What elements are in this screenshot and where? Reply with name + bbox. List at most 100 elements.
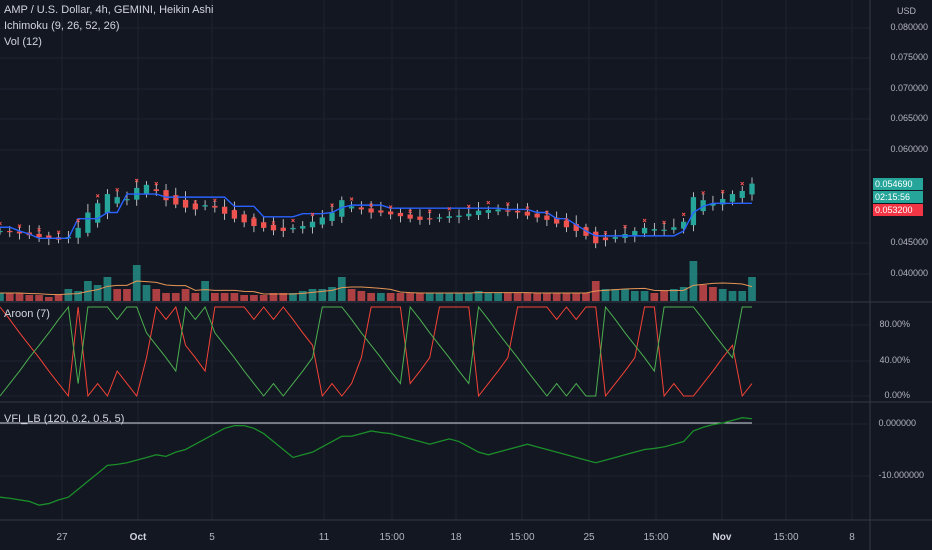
candle-body [339,200,345,217]
volume-bar [54,295,63,301]
volume-bar [230,293,239,301]
candle-body [514,210,521,213]
cross-marker [193,200,198,204]
volume-bar [543,293,551,301]
volume-bar [445,293,454,301]
candle-body [95,203,101,223]
candle-body [36,233,42,238]
volume-bar [562,293,571,301]
volume-bar [630,291,639,301]
candle-body [485,210,491,213]
volume-bar [416,293,424,301]
candle-body [329,212,335,221]
volume-bar [181,289,190,301]
cross-marker [291,218,295,223]
candle-body [573,223,579,231]
time-tick: 11 [318,532,330,543]
candle-body [427,218,433,220]
candle-body [446,216,452,218]
candle-body [143,184,150,194]
cross-marker [525,206,530,211]
volume-bar [650,293,659,301]
cross-marker [564,218,569,222]
candle-body [602,237,609,241]
volume-bar [103,277,112,301]
candle-body [270,225,277,231]
candle-body [544,215,550,220]
cross-marker [466,204,471,209]
volume-bar [123,289,131,301]
candle-body [612,237,618,239]
main-legend[interactable]: AMP / U.S. Dollar, 4h, GEMINI, Heikin As… [4,4,214,16]
cross-marker [681,212,686,217]
last-price-badge: 0.054690 [873,178,923,190]
volume-bar [357,291,366,301]
volume-bar [425,293,434,301]
currency-label: USD [896,6,916,16]
candle-body [241,214,247,223]
volume-bar [709,287,717,301]
candle-body [387,211,394,215]
time-tick: 15:00 [379,532,405,543]
volume-bar [377,293,385,301]
candle-body [749,183,755,195]
cross-marker [642,218,647,223]
candle-body [104,194,111,213]
volume-bar [259,295,268,301]
ichimoku-legend[interactable]: Ichimoku (9, 26, 52, 26) [4,20,120,32]
volume-bar [298,291,307,301]
ichimoku-kijun-line [0,193,752,240]
volume-bar [74,291,82,301]
candle-body [720,198,726,205]
volume-bar [455,293,463,301]
volume-bar [211,293,219,301]
cross-marker [271,221,276,225]
time-tick: 25 [583,532,595,543]
volume-bar [308,289,317,301]
volume-bar [572,293,581,301]
candle-body [309,221,316,228]
candle-body [7,230,13,233]
candle-body [534,213,540,218]
cross-marker [447,206,452,211]
candle-body [495,209,501,212]
volume-bar [533,293,541,301]
volume-bar [318,289,327,301]
aroon-legend[interactable]: Aroon (7) [4,308,50,320]
cross-marker [388,205,393,209]
volume-legend[interactable]: Vol (12) [4,36,42,48]
time-tick: 15:00 [509,532,535,543]
cross-marker [486,200,491,205]
candle-body [680,221,687,229]
candle-body [690,197,697,226]
candle-body [378,210,384,213]
volume-bar [679,287,688,301]
volume-bar [406,293,415,301]
cross-marker [408,209,413,214]
candle-body [319,217,325,225]
time-tick: Oct [129,532,147,543]
cross-marker [603,230,608,235]
volume-bar [113,289,122,301]
price-tick: 0.060000 [890,144,928,154]
candle-body [358,207,365,210]
cross-marker [17,224,22,228]
candle-body [729,194,736,202]
aroon-down-line [0,305,753,398]
candle-body [163,190,169,201]
volume-bar [15,293,24,301]
candle-body [505,210,511,212]
candle-body [554,217,560,224]
candle-body [221,206,228,214]
volume-bar [484,293,493,301]
candle-body [661,229,667,231]
vfi-tick: 0.000000 [878,418,916,428]
cross-marker [232,209,237,214]
volume-bar [611,289,620,301]
volume-bar [748,277,756,301]
cross-marker [154,181,159,186]
vfi-legend[interactable]: VFI_LB (120, 0.2, 0.5, 5) [4,413,125,425]
